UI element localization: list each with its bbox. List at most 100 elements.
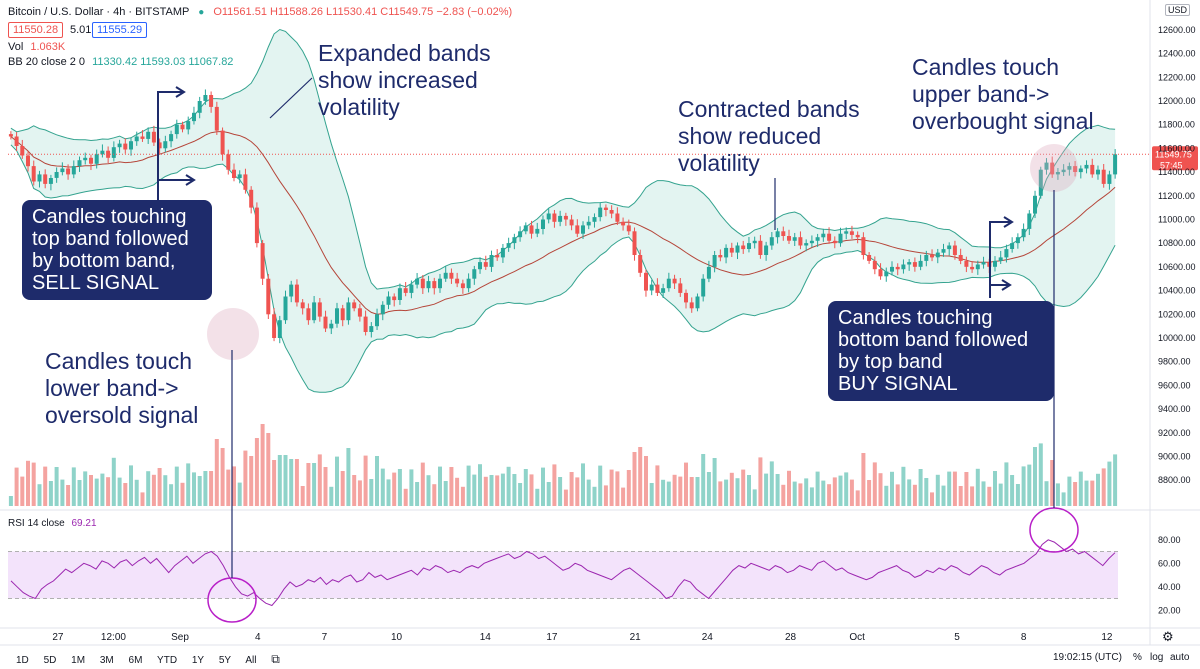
price-tick-label: 10400.00 [1158, 286, 1196, 296]
candle-body [603, 207, 608, 210]
volume-bar [912, 484, 917, 506]
annotation-line: Candles touch [45, 348, 193, 374]
volume-bar [466, 465, 471, 506]
volume-bar [764, 473, 769, 506]
countdown-label: 57:45 [1160, 160, 1183, 170]
volume-bar [363, 455, 368, 506]
volume-bar [83, 471, 88, 506]
candle-body [277, 320, 282, 338]
last-price-label: 11549.75 [1155, 149, 1192, 159]
range-5d[interactable]: 5D [43, 655, 57, 666]
candle-body [420, 278, 425, 289]
candle-body [249, 189, 254, 208]
volume-bar [1027, 464, 1032, 506]
candle-body [1004, 249, 1009, 258]
volume-bar [203, 471, 208, 506]
volume-bar [174, 466, 179, 506]
ask-price[interactable]: 11555.29 [92, 22, 148, 38]
candle-body [66, 168, 71, 175]
volume-bar [100, 473, 105, 506]
volume-bar [512, 474, 517, 506]
currency-label[interactable]: USD [1165, 4, 1191, 16]
volume-bar [26, 460, 30, 506]
candle-body [638, 255, 643, 273]
candle-body [243, 174, 248, 190]
candle-body [140, 136, 145, 139]
candle-body [964, 260, 969, 267]
candle-body [1090, 164, 1095, 175]
volume-bar [71, 467, 76, 506]
candle-body [232, 169, 236, 178]
buy-arrow-top [989, 221, 1010, 298]
range-6m[interactable]: 6M [128, 655, 143, 666]
volume-bar [712, 458, 717, 506]
volume-bar [563, 489, 568, 506]
candle-body [380, 304, 385, 315]
rsi-overbought-circle [1029, 507, 1079, 553]
rsi-label: RSI 14 close [8, 518, 65, 529]
candle-body [1033, 195, 1037, 214]
volume-bar [689, 477, 694, 506]
bollinger-middle-band [10, 130, 1116, 315]
volume-bar [615, 471, 620, 506]
volume-bar [226, 469, 231, 506]
candle-body [661, 288, 666, 293]
volume-value: 1.063K [30, 41, 66, 53]
candle-body [695, 296, 700, 309]
volume-bar [672, 474, 677, 506]
utc-clock[interactable]: 19:02:15 (UTC) [1053, 652, 1122, 663]
log-toggle[interactable]: log [1150, 652, 1164, 663]
range-ytd[interactable]: YTD [157, 655, 178, 666]
candle-body [1050, 162, 1055, 175]
volume-bar [375, 456, 379, 506]
volume-bar [552, 464, 557, 506]
volume-bar [821, 480, 826, 506]
volume-bar [735, 478, 740, 506]
date-range-icon[interactable]: ⧉ [271, 652, 280, 666]
candle-body [300, 302, 305, 309]
volume-bar [8, 496, 13, 506]
percent-toggle[interactable]: % [1133, 652, 1142, 663]
bid-price[interactable]: 11550.28 [8, 22, 64, 38]
candle-body [752, 240, 757, 244]
bb-label: BB 20 close 2 0 [8, 56, 86, 68]
auto-toggle[interactable]: auto [1170, 652, 1190, 663]
volume-bar [907, 479, 912, 506]
range-5y[interactable]: 5Y [218, 655, 232, 666]
sell-arrow-top [157, 91, 182, 200]
candle-body [512, 237, 517, 244]
volume-bar [483, 476, 488, 506]
candle-body [117, 143, 122, 148]
annotation-line: Candles touch [912, 54, 1060, 80]
price-tick-label: 11400.00 [1158, 167, 1195, 177]
volume-bar [186, 463, 191, 506]
last-price-tag [1152, 146, 1198, 171]
range-all[interactable]: All [245, 655, 257, 666]
volume-bar [626, 470, 631, 506]
candle-body [912, 262, 917, 267]
symbol-title[interactable]: Bitcoin / U.S. Dollar · 4h · BITSTAMP [8, 6, 190, 18]
volume-bar [43, 466, 48, 506]
price-tick-label: 9400.00 [1158, 404, 1191, 414]
annotation-contracted-bands: Contracted bands show reduced volatility [678, 96, 860, 177]
candle-body [466, 278, 471, 289]
volume-bar [632, 452, 637, 506]
range-1d[interactable]: 1D [16, 655, 29, 666]
candle-body [632, 231, 637, 255]
volume-bar [655, 465, 660, 506]
volume-bar [787, 470, 791, 506]
range-1y[interactable]: 1Y [191, 655, 205, 666]
range-1m[interactable]: 1M [71, 655, 86, 666]
candle-body [174, 124, 179, 135]
candle-body [214, 106, 219, 131]
callout-line: Candles touching [838, 307, 993, 329]
candle-body [689, 302, 694, 309]
range-3m[interactable]: 3M [99, 655, 114, 666]
volume-bar [769, 461, 774, 506]
callout-line: by bottom band, [32, 250, 176, 272]
sell-arrow-head [175, 86, 186, 98]
volume-bar [180, 482, 185, 506]
candle-body [220, 130, 225, 155]
volume-bar [209, 471, 214, 506]
